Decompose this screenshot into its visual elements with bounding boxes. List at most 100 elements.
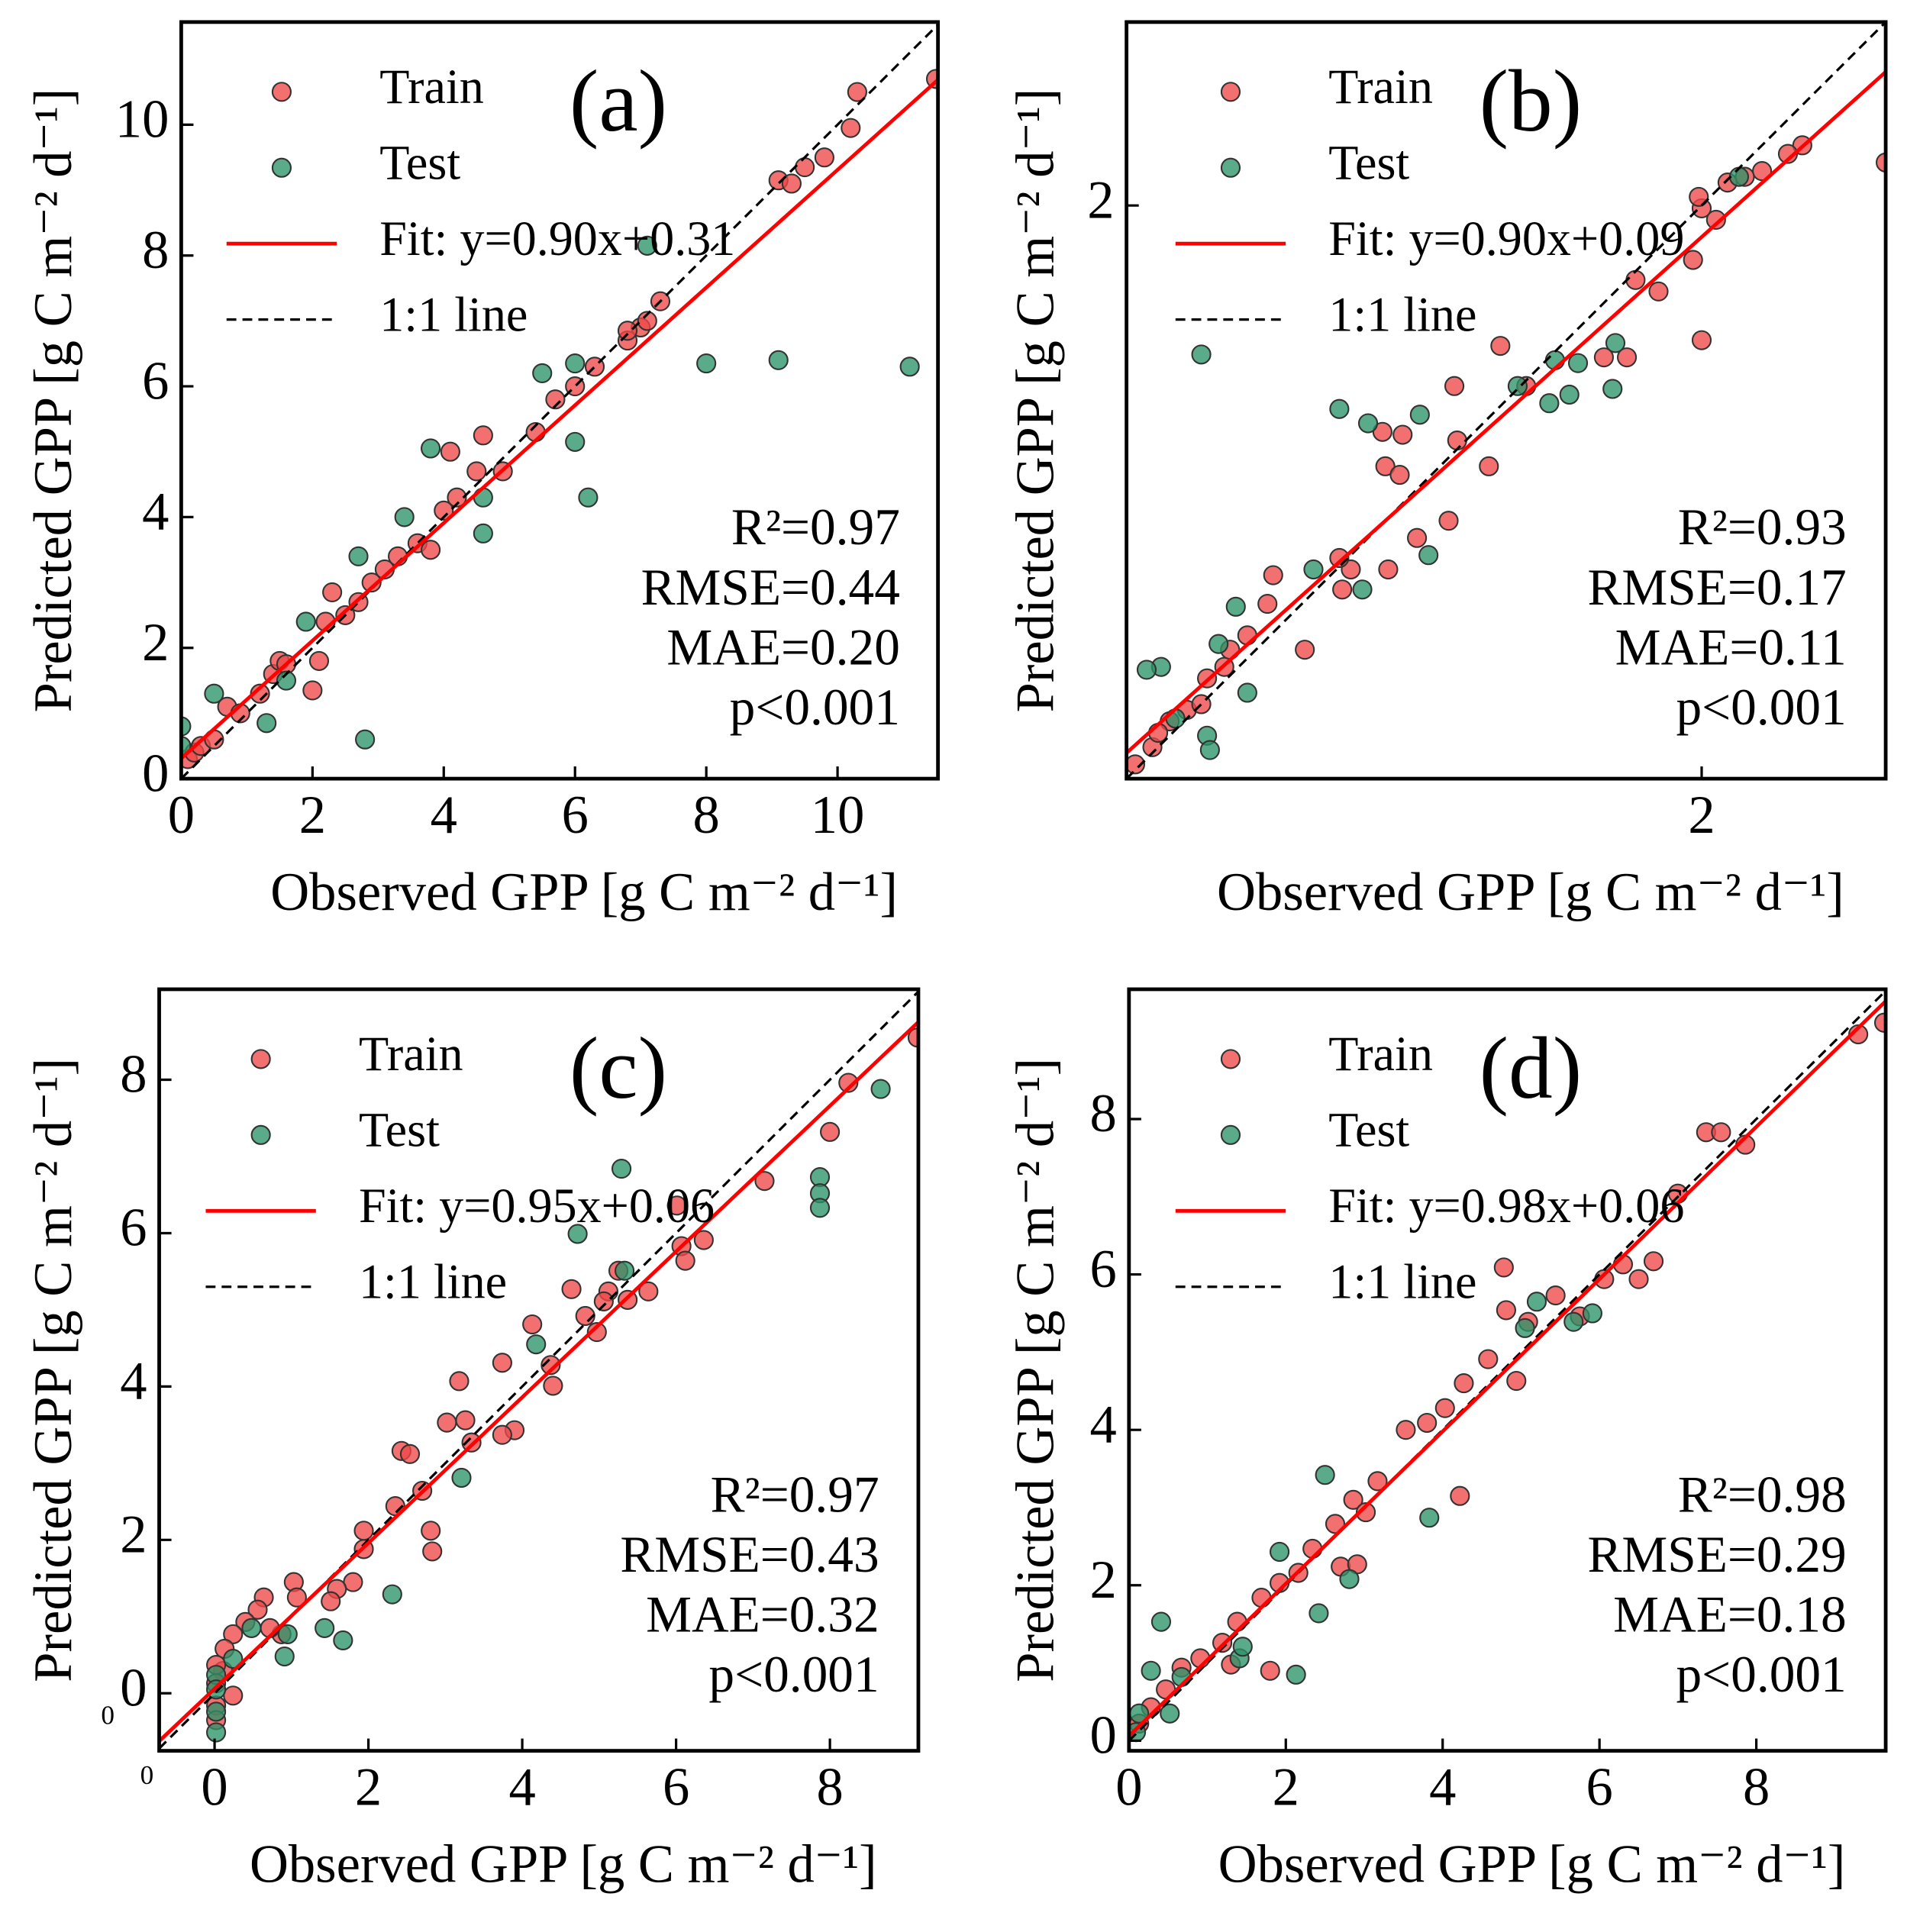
corner-label: 0 <box>101 1700 115 1730</box>
x-axis-label: Observed GPP [g C m⁻² d⁻¹] <box>270 863 898 922</box>
point <box>838 1072 859 1093</box>
point <box>274 1646 295 1667</box>
point <box>321 1591 341 1611</box>
point <box>333 1630 353 1651</box>
point <box>899 356 920 377</box>
axes-frame <box>179 20 941 781</box>
point <box>1454 1373 1474 1394</box>
point <box>526 1334 547 1355</box>
x-tick-label: 8 <box>1743 1757 1770 1817</box>
point <box>455 1410 476 1430</box>
point <box>447 487 467 508</box>
stat-text: RMSE=0.44 <box>641 559 900 616</box>
point <box>675 1250 695 1271</box>
legend-marker <box>1220 1124 1241 1145</box>
point <box>1332 579 1353 600</box>
point <box>1309 1603 1329 1624</box>
point <box>1302 1538 1323 1559</box>
y-tick-label: 6 <box>1090 1240 1117 1299</box>
stat-text: p<0.001 <box>730 679 900 736</box>
y-tick-label: 2 <box>1090 1550 1117 1610</box>
y-axis-label: Predicted GPP [g C m⁻² d⁻¹] <box>1006 1058 1066 1682</box>
point <box>565 353 586 374</box>
point <box>567 1224 588 1244</box>
point <box>1478 1349 1499 1369</box>
point <box>449 1371 470 1392</box>
point <box>1191 344 1212 365</box>
point <box>461 1432 482 1453</box>
point <box>1357 413 1379 434</box>
point <box>693 1230 714 1250</box>
point <box>1691 330 1712 350</box>
point <box>1625 269 1646 290</box>
axes-frame <box>1125 20 1888 781</box>
point <box>1683 250 1703 270</box>
point <box>795 156 815 178</box>
point <box>223 1624 244 1644</box>
point <box>1711 1122 1731 1143</box>
stat-text: p<0.001 <box>1676 679 1847 736</box>
legend-label: 1:1 line <box>359 1254 507 1308</box>
point <box>181 716 192 737</box>
point <box>781 173 802 194</box>
y-tick-label: 0 <box>120 1658 147 1718</box>
x-tick-label: 2 <box>355 1757 382 1817</box>
point <box>1257 593 1278 614</box>
point <box>421 438 441 459</box>
stat-text: MAE=0.11 <box>1615 618 1847 676</box>
point <box>565 431 586 452</box>
point <box>1389 465 1410 485</box>
point <box>1375 456 1396 476</box>
corner-label: 0 <box>140 1760 154 1790</box>
axes-frame <box>1127 987 1888 1753</box>
point <box>206 1722 227 1743</box>
point <box>1507 376 1528 396</box>
point <box>422 1541 443 1562</box>
point <box>1303 559 1324 580</box>
point <box>1447 430 1467 451</box>
legend-label: Train <box>379 60 484 114</box>
point <box>1237 682 1257 703</box>
point <box>586 1321 607 1343</box>
point <box>1559 384 1580 405</box>
point <box>1237 625 1257 646</box>
point <box>541 1355 561 1376</box>
point <box>276 670 297 691</box>
point <box>1563 1311 1584 1332</box>
point <box>223 1648 244 1669</box>
legend-label: Test <box>1328 1103 1409 1157</box>
point <box>1515 1318 1535 1338</box>
x-tick-label: 2 <box>1688 785 1715 845</box>
point <box>578 487 599 508</box>
y-tick-label: 2 <box>142 613 169 672</box>
point <box>1136 660 1157 680</box>
point <box>841 118 861 138</box>
point <box>421 540 441 560</box>
point <box>1396 1420 1416 1440</box>
legend-label: Train <box>359 1027 463 1081</box>
point <box>492 1353 512 1373</box>
point <box>492 1424 512 1445</box>
y-axis-label: Predicted GPP [g C m⁻² d⁻¹] <box>1006 89 1066 713</box>
x-tick-label: 0 <box>201 1757 227 1817</box>
point <box>473 523 493 543</box>
point <box>1567 353 1589 373</box>
x-tick-label: 6 <box>562 785 589 845</box>
identity-line <box>181 24 938 779</box>
point <box>809 1198 831 1218</box>
point <box>308 650 330 671</box>
panel-label: (a) <box>570 52 667 150</box>
point <box>847 82 867 102</box>
y-tick-label: 2 <box>120 1505 147 1565</box>
point <box>421 1521 441 1541</box>
point <box>593 1291 614 1311</box>
y-tick-label: 2 <box>1087 170 1114 230</box>
fit-line <box>1128 999 1886 1738</box>
point <box>241 1618 262 1638</box>
point <box>696 353 717 374</box>
y-tick-label: 10 <box>115 90 169 150</box>
point <box>1419 1508 1440 1528</box>
fit-line <box>159 1021 918 1743</box>
